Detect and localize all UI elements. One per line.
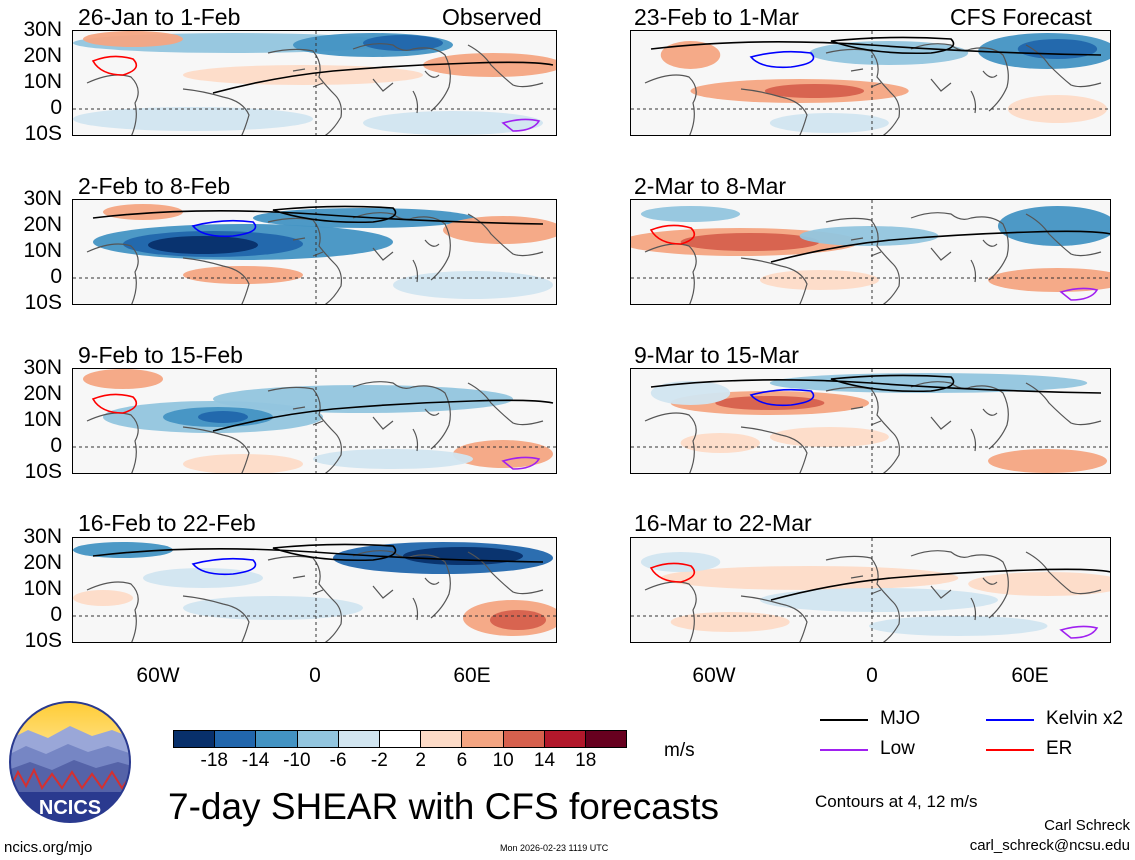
panel-title-obs-2: 2-Feb to 8-Feb: [78, 173, 231, 199]
panel-title-obs-3: 9-Feb to 15-Feb: [78, 342, 243, 368]
colorbar-swatch-9: [544, 731, 586, 747]
colorbar-tick-2: -10: [283, 750, 311, 771]
lon-label-60w-right: 60W: [692, 664, 736, 687]
legend-line-kelvin: [986, 719, 1034, 721]
colorbar-tick-7: 10: [492, 750, 514, 771]
colorbar-swatch-8: [503, 731, 545, 747]
map-panel-obs-3: [72, 368, 557, 474]
lat-label-row4-1: 20N: [23, 551, 62, 574]
colorbar-swatch-0: [174, 731, 216, 747]
panel-title-fcst-3: 9-Mar to 15-Mar: [634, 342, 799, 368]
map-panel-obs-4: [72, 537, 557, 643]
colorbar-swatch-1: [215, 731, 257, 747]
colorbar-swatch-5: [379, 731, 422, 747]
lon-label-0-right: 0: [866, 664, 878, 687]
lat-label-row3-4: 10S: [24, 460, 62, 483]
map-panel-fcst-1: [630, 30, 1111, 136]
colorbar-tick-8: 14: [533, 750, 556, 771]
lat-label-row4-3: 0: [50, 603, 62, 626]
lat-label-row3-3: 0: [50, 434, 62, 457]
lon-label-60e-left: 60E: [453, 664, 491, 687]
panel-title-fcst-2: 2-Mar to 8-Mar: [634, 173, 787, 199]
ncics-logo: NCICS: [8, 700, 132, 824]
colorbar-tick-5: 2: [415, 750, 426, 771]
legend-label-low: Low: [880, 738, 915, 759]
lat-label-row2-0: 30N: [23, 187, 62, 210]
legend-line-mjo: [820, 719, 868, 721]
panel-title-fcst-1: 23-Feb to 1-Mar: [634, 4, 799, 30]
legend-label-er: ER: [1046, 738, 1073, 759]
lat-label-row2-1: 20N: [23, 213, 62, 236]
lon-label-60e-right: 60E: [1011, 664, 1049, 687]
map-panel-fcst-3: [630, 368, 1111, 474]
lat-label-row3-1: 20N: [23, 382, 62, 405]
footer-url[interactable]: ncics.org/mjo: [4, 839, 93, 856]
colorbar-tick-1: -14: [241, 750, 270, 771]
map-panel-obs-2: [72, 199, 557, 305]
panel-label-observed: Observed: [442, 4, 542, 30]
footer-author: Carl Schreck: [1044, 817, 1130, 834]
lat-label-row1-2: 10N: [23, 70, 62, 93]
colorbar-swatch-7: [462, 731, 504, 747]
panel-label-forecast: CFS Forecast: [950, 4, 1092, 30]
lon-label-60w-left: 60W: [136, 664, 180, 687]
colorbar-swatch-4: [338, 731, 380, 747]
colorbar-tick-3: -6: [329, 750, 347, 771]
colorbar: [173, 730, 627, 748]
footer-email[interactable]: carl_schreck@ncsu.edu: [969, 837, 1130, 854]
map-panel-fcst-4: [630, 537, 1111, 643]
logo-text: NCICS: [39, 797, 101, 819]
contour-note: Contours at 4, 12 m/s: [815, 792, 978, 811]
colorbar-units: m/s: [664, 740, 695, 761]
lat-label-row2-4: 10S: [24, 291, 62, 314]
legend-line-er: [986, 749, 1034, 751]
legend-label-mjo: MJO: [880, 708, 921, 729]
panel-title-obs-1: 26-Jan to 1-Feb: [78, 4, 241, 30]
lat-label-row1-3: 0: [50, 96, 62, 119]
legend-line-low: [820, 749, 868, 751]
lat-label-row2-2: 10N: [23, 239, 62, 262]
footer-timestamp: Mon 2026-02-23 1119 UTC: [500, 843, 609, 853]
lon-label-0-left: 0: [309, 664, 321, 687]
legend-label-kelvin: Kelvin x2: [1046, 708, 1124, 729]
panel-title-fcst-4: 16-Mar to 22-Mar: [634, 510, 812, 536]
lat-label-row4-0: 30N: [23, 525, 62, 548]
lat-label-row2-3: 0: [50, 265, 62, 288]
lat-label-row3-2: 10N: [23, 408, 62, 431]
colorbar-tick-6: 6: [456, 750, 468, 771]
lat-label-row1-0: 30N: [23, 18, 62, 41]
lat-label-row3-0: 30N: [23, 356, 62, 379]
panel-title-obs-4: 16-Feb to 22-Feb: [78, 510, 256, 536]
lat-label-row1-1: 20N: [23, 44, 62, 67]
colorbar-tick-0: -18: [200, 750, 228, 771]
colorbar-swatch-10: [585, 731, 627, 747]
colorbar-swatch-2: [256, 731, 298, 747]
colorbar-tick-9: 18: [575, 750, 597, 771]
map-panel-obs-1: [72, 30, 557, 136]
main-title: 7-day SHEAR with CFS forecasts: [168, 786, 720, 827]
lat-label-row4-4: 10S: [24, 629, 62, 652]
map-panel-fcst-2: [630, 199, 1111, 305]
colorbar-tick-4: -2: [370, 750, 388, 771]
colorbar-swatch-3: [297, 731, 339, 747]
lat-label-row1-4: 10S: [24, 122, 62, 145]
lat-label-row4-2: 10N: [23, 577, 62, 600]
colorbar-swatch-6: [421, 731, 463, 747]
